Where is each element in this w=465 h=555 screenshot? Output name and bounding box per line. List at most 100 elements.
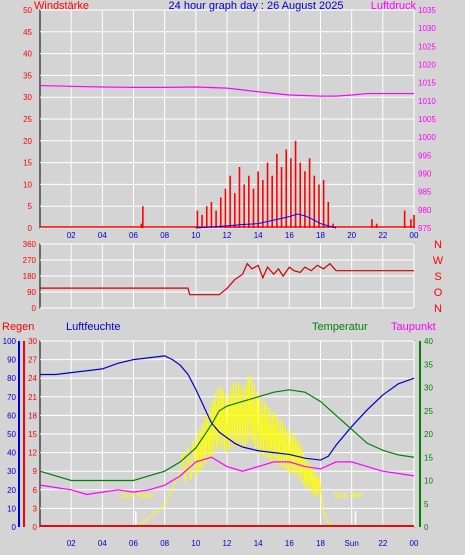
temperature-y-tick-label: 15	[424, 453, 433, 462]
compass-labels: N W S O N	[433, 239, 444, 315]
temperature-line	[39, 389, 415, 482]
climate-x-tick-label: 10	[191, 539, 200, 548]
pressure-y-tick-label: 1000	[418, 133, 436, 142]
wind-x-tick-label: 20	[347, 231, 356, 240]
humidity-y-tick-label: 50	[7, 430, 16, 439]
wind-y-tick-label: 50	[23, 6, 32, 15]
humidity-y-tick-label: 10	[7, 504, 16, 513]
pressure-y-tick-label: 980	[418, 206, 432, 215]
dewpoint-label: Taupunkt	[391, 321, 436, 333]
compass-s: S	[434, 271, 441, 283]
pressure-y-tick-label: 1010	[418, 97, 436, 106]
wind-y-tick-label: 30	[23, 93, 32, 102]
rain-y-tick-label: 3	[33, 504, 38, 513]
pressure-y-tick-label: 1005	[418, 115, 436, 124]
rain-y-tick-label: 15	[28, 430, 37, 439]
climate-x-tick-label: 00	[410, 539, 419, 548]
humidity-y-tick-label: 90	[7, 356, 16, 365]
wind-y-tick-label: 0	[28, 224, 33, 233]
humidity-y-tick-label: 60	[7, 411, 16, 420]
wind-y-tick-label: 35	[23, 71, 32, 80]
climate-x-tick-label: 04	[98, 539, 107, 548]
wind-x-tick-label: 12	[223, 231, 232, 240]
pressure-y-tick-label: 1025	[418, 42, 436, 51]
climate-x-tick-label: 18	[316, 539, 325, 548]
climate-x-tick-label: 12	[223, 539, 232, 548]
wind-x-tick-label: 08	[160, 231, 169, 240]
wind-y-tick-label: 5	[28, 202, 33, 211]
wind-x-tick-label: 16	[285, 231, 294, 240]
temperature-y-tick-label: 25	[424, 407, 433, 416]
direction-series	[40, 262, 414, 296]
compass-o: O	[434, 287, 443, 299]
wind-x-tick-label: 18	[316, 231, 325, 240]
rain-y-tick-label: 30	[28, 337, 37, 346]
direction-gridlines	[40, 243, 415, 309]
humidity-line	[40, 355, 415, 461]
compass-w: W	[433, 255, 444, 267]
sunset-label: Sun Set	[334, 491, 363, 500]
pressure-label: Luftdruck	[371, 0, 417, 12]
climate-x-tick-label: 16	[285, 539, 294, 548]
wind-series	[39, 84, 415, 229]
wind-y-ticks: 0 5 10 15 20 25 30 35 40 45 50	[23, 6, 32, 233]
temperature-y-tick-label: 20	[424, 430, 433, 439]
wind-y-tick-label: 15	[23, 159, 32, 168]
temperature-y-tick-label: 30	[424, 384, 433, 393]
rain-y-tick-label: 6	[33, 486, 38, 495]
climate-panel: 0102030405060708090100036912151821242730…	[2, 321, 436, 548]
climate-x-ticks: 02 04 06 08 10 12 14 16 18 Sun 22 00	[67, 539, 419, 548]
rain-y-tick-label: 0	[33, 523, 38, 532]
temperature-label: Temperatur	[312, 321, 368, 333]
dewpoint-line	[39, 456, 415, 496]
solar-line	[136, 375, 337, 528]
temperature-y-tick-label: 35	[424, 360, 433, 369]
climate-x-tick-label: 08	[160, 539, 169, 548]
compass-n-top: N	[434, 239, 442, 251]
climate-x-tick-label: 22	[378, 539, 387, 548]
wind-label: Windstärke	[34, 0, 89, 12]
direction-y-tick-label: 270	[23, 256, 37, 265]
rain-y-tick-label: 9	[33, 467, 38, 476]
rain-y-tick-label: 24	[28, 374, 37, 383]
climate-x-tick-label: 06	[129, 539, 138, 548]
wind-y-tick-label: 45	[23, 28, 32, 37]
wind-x-tick-label: 00	[410, 231, 419, 240]
wind-x-tick-label: 04	[98, 231, 107, 240]
humidity-y-tick-label: 70	[7, 393, 16, 402]
humidity-y-tick-label: 20	[7, 486, 16, 495]
temperature-y-tick-label: 0	[424, 523, 429, 532]
pressure-y-tick-label: 1035	[418, 6, 436, 15]
wind-x-ticks: 02 04 06 08 10 12 14 16 18 20 22 00	[67, 231, 419, 240]
wind-gridlines	[40, 9, 415, 229]
rain-y-tick-label: 12	[28, 449, 37, 458]
wind-x-tick-label: 10	[191, 231, 200, 240]
humidity-label: Luftfeuchte	[66, 321, 120, 333]
wind-x-tick-label: 02	[67, 231, 76, 240]
wind-x-tick-label: 06	[129, 231, 138, 240]
wind-y-tick-label: 20	[23, 137, 32, 146]
humidity-y-tick-label: 100	[3, 337, 17, 346]
rain-y-tick-label: 27	[28, 356, 37, 365]
humidity-y-tick-label: 40	[7, 449, 16, 458]
climate-series	[39, 355, 415, 528]
direction-y-tick-label: 180	[23, 272, 37, 281]
direction-y-ticks: 0 90 180 270 360	[23, 240, 37, 313]
wind-y-tick-label: 10	[23, 180, 32, 189]
pressure-y-tick-label: 1015	[418, 79, 436, 88]
gust-line	[195, 213, 337, 229]
temperature-y-tick-label: 10	[424, 477, 433, 486]
humidity-y-tick-label: 80	[7, 374, 16, 383]
pressure-y-tick-label: 990	[418, 170, 432, 179]
climate-y-ticks: 0102030405060708090100036912151821242730…	[3, 337, 434, 532]
wind-direction-panel: 0 90 180 270 360 N W S O N	[23, 239, 444, 315]
humidity-y-tick-label: 30	[7, 467, 16, 476]
pressure-y-tick-label: 1020	[418, 61, 436, 70]
sunrise-label: Sun Rise	[121, 491, 154, 500]
wind-y-tick-label: 40	[23, 50, 32, 59]
wind-x-tick-label: 22	[378, 231, 387, 240]
humidity-y-tick-label: 0	[12, 523, 17, 532]
compass-n-bottom: N	[434, 303, 442, 315]
